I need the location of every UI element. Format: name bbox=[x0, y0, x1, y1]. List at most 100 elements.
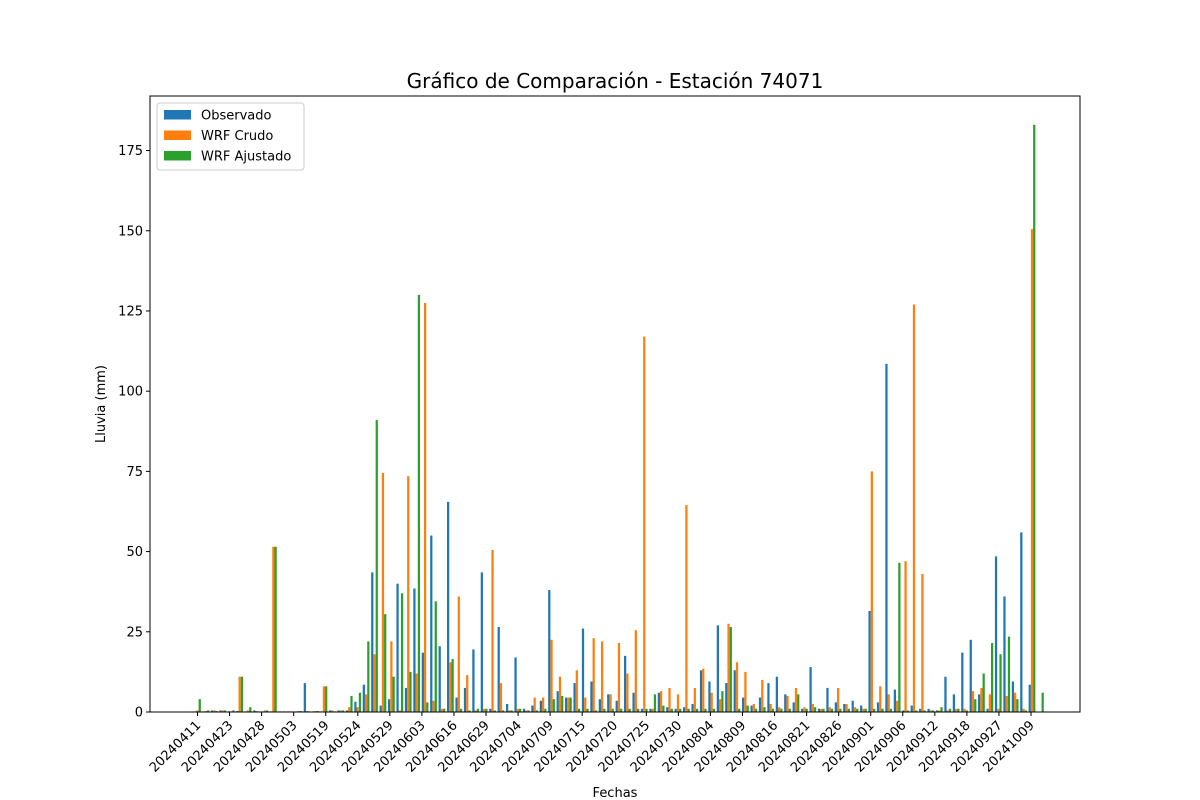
bar-wrf-crudo-31 bbox=[457, 596, 460, 712]
bar-observado-23 bbox=[388, 699, 391, 712]
bar-wrf-crudo-60 bbox=[702, 668, 705, 712]
bar-wrf-crudo-15 bbox=[322, 686, 326, 712]
bar-observado-2 bbox=[210, 710, 214, 712]
bar-wrf-ajustado-25 bbox=[409, 671, 412, 712]
bar-wrf-crudo-46 bbox=[584, 697, 587, 712]
bar-wrf-crudo-20 bbox=[364, 694, 368, 712]
bar-wrf-ajustado-98 bbox=[1024, 710, 1027, 712]
bar-observado-80 bbox=[868, 610, 871, 712]
bar-wrf-ajustado-34 bbox=[485, 708, 488, 712]
bar-wrf-ajustado-66 bbox=[754, 708, 758, 712]
bar-observado-79 bbox=[860, 705, 863, 712]
bar-observado-62 bbox=[716, 625, 719, 713]
bar-wrf-crudo-61 bbox=[710, 692, 713, 712]
bar-wrf-ajustado-78 bbox=[856, 708, 859, 712]
bar-wrf-ajustado-91 bbox=[965, 710, 968, 712]
legend-box bbox=[156, 102, 305, 171]
bar-wrf-ajustado-89 bbox=[948, 708, 952, 712]
bar-wrf-crudo-63 bbox=[727, 623, 730, 712]
bar-wrf-ajustado-50 bbox=[620, 708, 623, 712]
bar-wrf-ajustado-75 bbox=[830, 708, 834, 712]
bar-wrf-ajustado-99 bbox=[1033, 124, 1036, 713]
bar-wrf-crudo-81 bbox=[879, 686, 882, 712]
bar-wrf-ajustado-52 bbox=[636, 708, 640, 712]
bar-wrf-ajustado-61 bbox=[712, 708, 716, 712]
bar-wrf-crudo-48 bbox=[600, 641, 604, 712]
bar-wrf-ajustado-20 bbox=[367, 641, 370, 712]
bar-wrf-ajustado-71 bbox=[797, 694, 800, 712]
bar-observado-93 bbox=[978, 694, 981, 712]
bar-wrf-crudo-52 bbox=[634, 630, 637, 712]
bar-wrf-ajustado-46 bbox=[586, 708, 589, 712]
bar-observado-3 bbox=[219, 710, 222, 712]
bar-observado-34 bbox=[480, 572, 483, 712]
bar-wrf-crudo-95 bbox=[997, 708, 1000, 712]
bar-wrf-crudo-44 bbox=[567, 697, 570, 712]
bar-wrf-crudo-27 bbox=[423, 302, 427, 712]
bar-wrf-ajustado-84 bbox=[906, 710, 909, 712]
bar-observado-97 bbox=[1011, 681, 1015, 712]
bar-wrf-ajustado-53 bbox=[645, 708, 648, 712]
bar-observado-52 bbox=[632, 692, 635, 712]
legend-label-1: WRF Crudo bbox=[201, 129, 273, 144]
bar-wrf-crudo-94 bbox=[988, 694, 991, 712]
bar-wrf-crudo-2 bbox=[213, 710, 216, 712]
bar-observado-63 bbox=[725, 683, 728, 713]
bar-observado-61 bbox=[708, 681, 711, 712]
bar-wrf-ajustado-58 bbox=[687, 708, 690, 712]
bar-wrf-ajustado-35 bbox=[493, 710, 496, 712]
bar-wrf-crudo-18 bbox=[348, 707, 351, 712]
bar-wrf-ajustado-60 bbox=[704, 708, 707, 712]
bar-wrf-crudo-8 bbox=[263, 710, 267, 712]
bar-observado-69 bbox=[775, 676, 778, 712]
bar-wrf-ajustado-81 bbox=[881, 708, 884, 712]
bar-wrf-crudo-68 bbox=[769, 703, 772, 712]
bar-observado-99 bbox=[1028, 684, 1031, 712]
bar-wrf-ajustado-93 bbox=[982, 673, 985, 712]
bar-wrf-ajustado-3 bbox=[223, 710, 227, 712]
bar-wrf-ajustado-73 bbox=[813, 707, 817, 712]
bar-observado-48 bbox=[598, 699, 601, 712]
bar-wrf-ajustado-43 bbox=[561, 695, 564, 712]
y-tick-label: 50 bbox=[126, 545, 143, 560]
bar-wrf-ajustado-64 bbox=[738, 708, 741, 712]
bar-wrf-ajustado-85 bbox=[915, 710, 918, 712]
y-tick-label: 75 bbox=[126, 465, 143, 480]
bar-wrf-crudo-45 bbox=[575, 670, 578, 712]
legend-swatch-2 bbox=[164, 151, 191, 161]
bar-wrf-crudo-30 bbox=[449, 662, 452, 712]
bar-wrf-ajustado-26 bbox=[417, 294, 421, 712]
y-axis: 0 25 50 75 100 125 150 175 bbox=[118, 144, 150, 721]
bar-wrf-ajustado-63 bbox=[729, 626, 732, 712]
bar-wrf-crudo-91 bbox=[963, 708, 966, 712]
bar-wrf-ajustado-27 bbox=[426, 702, 429, 713]
bar-observado-49 bbox=[607, 694, 610, 712]
bar-wrf-ajustado-54 bbox=[653, 694, 657, 712]
bar-observado-87 bbox=[927, 708, 930, 712]
bar-wrf-crudo-19 bbox=[356, 707, 359, 712]
bar-wrf-crudo-54 bbox=[651, 708, 654, 712]
bar-observado-29 bbox=[438, 646, 441, 712]
bar-observado-13 bbox=[303, 683, 306, 713]
bar-observado-67 bbox=[758, 697, 762, 712]
bar-wrf-crudo-17 bbox=[339, 710, 342, 712]
bar-observado-50 bbox=[615, 700, 618, 712]
bar-wrf-crudo-69 bbox=[778, 707, 781, 712]
legend-swatch-1 bbox=[164, 130, 191, 140]
bar-wrf-ajustado-23 bbox=[392, 676, 395, 712]
bar-observado-45 bbox=[573, 683, 576, 713]
bar-wrf-crudo-67 bbox=[761, 679, 764, 712]
bar-observado-30 bbox=[447, 501, 450, 712]
bar-wrf-crudo-39 bbox=[525, 710, 528, 712]
bar-observado-51 bbox=[624, 655, 627, 712]
bar-observado-19 bbox=[354, 701, 357, 712]
bar-wrf-ajustado-51 bbox=[628, 708, 631, 712]
bar-wrf-ajustado-68 bbox=[771, 708, 775, 712]
y-tick-label: 150 bbox=[118, 224, 143, 239]
bar-wrf-crudo-9 bbox=[272, 546, 275, 712]
bar-observado-24 bbox=[396, 583, 399, 712]
bar-wrf-ajustado-37 bbox=[510, 710, 513, 712]
bar-observado-81 bbox=[876, 702, 880, 713]
bar-wrf-crudo-0 bbox=[196, 710, 199, 712]
bar-wrf-ajustado-95 bbox=[999, 654, 1002, 712]
